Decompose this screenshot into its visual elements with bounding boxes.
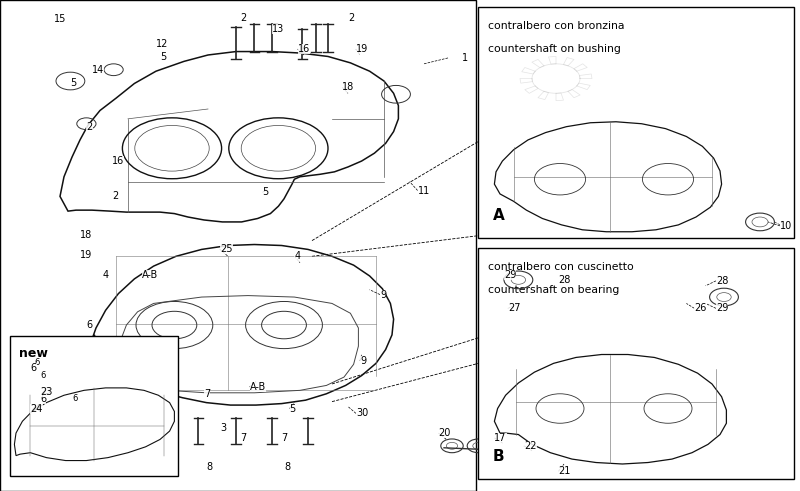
Text: 6: 6 xyxy=(40,394,46,404)
Text: 21: 21 xyxy=(558,466,570,476)
Text: 18: 18 xyxy=(342,82,354,92)
Text: 9: 9 xyxy=(380,290,386,300)
Text: 17: 17 xyxy=(494,433,506,443)
Text: 6: 6 xyxy=(86,320,93,330)
Text: 5: 5 xyxy=(160,53,166,62)
Text: countershaft on bearing: countershaft on bearing xyxy=(488,285,619,295)
Text: partsrepublik: partsrepublik xyxy=(90,153,390,338)
Bar xyxy=(0,0,476,491)
Text: 3: 3 xyxy=(220,423,226,433)
Text: 29: 29 xyxy=(716,303,728,313)
Text: 28: 28 xyxy=(558,275,570,285)
Text: contralbero con cuscinetto: contralbero con cuscinetto xyxy=(488,262,634,272)
Text: 5: 5 xyxy=(290,404,296,413)
Text: 23: 23 xyxy=(40,387,50,396)
Text: 6: 6 xyxy=(40,371,46,380)
Bar xyxy=(478,248,794,479)
Text: contralbero con bronzina: contralbero con bronzina xyxy=(488,21,625,31)
Text: 20: 20 xyxy=(438,428,450,438)
Text: 26: 26 xyxy=(694,303,706,313)
Text: 8: 8 xyxy=(284,463,290,472)
Text: 8: 8 xyxy=(206,463,213,472)
Text: 13: 13 xyxy=(272,25,284,34)
Text: 28: 28 xyxy=(716,276,728,286)
Text: 14: 14 xyxy=(92,65,104,75)
Text: 6: 6 xyxy=(72,394,78,403)
Text: 5: 5 xyxy=(70,79,77,88)
Text: 2: 2 xyxy=(348,13,354,23)
Text: new: new xyxy=(19,347,48,360)
Text: 18: 18 xyxy=(80,230,92,240)
Text: 25: 25 xyxy=(220,245,233,254)
Text: 23: 23 xyxy=(40,387,52,397)
Text: 29: 29 xyxy=(504,270,516,280)
Text: 19: 19 xyxy=(356,44,368,54)
Text: 27: 27 xyxy=(508,303,521,313)
Text: 12: 12 xyxy=(156,39,168,49)
Text: 16: 16 xyxy=(112,156,124,166)
Text: A: A xyxy=(493,208,505,223)
Text: 4: 4 xyxy=(294,251,301,261)
Text: A-B: A-B xyxy=(250,382,266,392)
Text: 5: 5 xyxy=(262,188,269,197)
Text: 10: 10 xyxy=(780,221,792,231)
Text: 22: 22 xyxy=(524,441,537,451)
Text: 11: 11 xyxy=(418,186,430,195)
Text: 4: 4 xyxy=(102,270,109,280)
Text: 9: 9 xyxy=(360,356,366,366)
Text: 7: 7 xyxy=(204,389,210,399)
Text: 16: 16 xyxy=(298,44,310,54)
Text: 6: 6 xyxy=(34,358,40,367)
Text: 2: 2 xyxy=(86,122,93,132)
Text: 24: 24 xyxy=(30,404,41,413)
Text: 30: 30 xyxy=(356,409,368,418)
Text: 19: 19 xyxy=(80,250,92,260)
Text: 2: 2 xyxy=(240,13,246,23)
Text: countershaft on bushing: countershaft on bushing xyxy=(488,44,621,54)
Text: 7: 7 xyxy=(282,433,288,443)
Text: 24: 24 xyxy=(30,404,42,413)
Text: 7: 7 xyxy=(240,433,246,443)
Text: A-B: A-B xyxy=(142,270,158,280)
Text: 6: 6 xyxy=(30,363,37,373)
Bar xyxy=(10,336,178,476)
Text: 15: 15 xyxy=(54,14,66,24)
Text: 1: 1 xyxy=(462,53,469,63)
Text: B: B xyxy=(493,449,505,464)
Bar xyxy=(478,7,794,238)
Text: 2: 2 xyxy=(112,191,118,201)
